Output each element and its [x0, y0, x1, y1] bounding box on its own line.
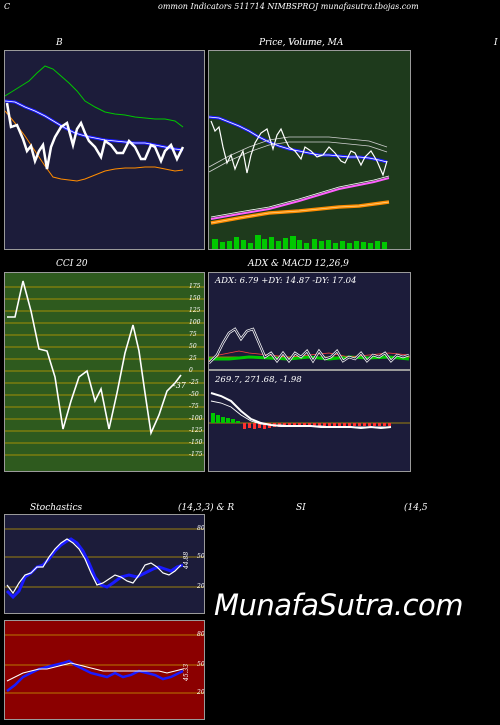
cci-tick-minus100: -100 — [189, 415, 203, 422]
stochastics-chart — [5, 528, 204, 600]
cci-last-value: -37 — [173, 381, 186, 390]
rsi-label: SI — [296, 503, 306, 513]
close-price-line — [210, 120, 388, 177]
minus-dy-line — [209, 350, 410, 362]
adx-chart — [209, 327, 410, 364]
cci-tick-150: 150 — [189, 295, 201, 302]
ma-long-highlight — [210, 201, 390, 224]
rsi-blue-line — [6, 659, 184, 692]
bb-panel-label: B — [56, 38, 63, 48]
cci-tick-125: 125 — [189, 307, 201, 314]
cci-tick-minus125: -125 — [189, 427, 203, 434]
ma-grey-lower — [209, 141, 388, 173]
macd-signal-line — [210, 400, 391, 428]
right-edge-label: I — [494, 38, 498, 48]
rsi-tick-20: 20 — [197, 689, 205, 696]
stoch-d-line — [5, 537, 184, 600]
rsi-chart — [5, 634, 204, 694]
rsi-white-line — [6, 662, 184, 682]
ma-blue-highlight — [209, 116, 388, 163]
bollinger-chart — [5, 65, 185, 182]
bb-middle-band-highlight — [5, 100, 184, 151]
stochastics-panel: 80 50 20 44.88 — [4, 514, 205, 614]
macd-positive-histogram — [211, 413, 240, 423]
page-title: ommon Indicators 511714 NIMBSPROJ munafa… — [158, 2, 419, 11]
stoch-tick-20: 20 — [197, 583, 205, 590]
ma-mid-white — [210, 175, 390, 218]
rsi-tick-50: 50 — [197, 661, 205, 668]
macd-readout: 269.7, 271.68, -1.98 — [215, 375, 302, 385]
stoch-tick-50: 50 — [197, 553, 205, 560]
cci-panel: 175 150 125 100 75 50 25 0 -25 -50 -75 -… — [4, 272, 205, 472]
cci-tick-minus25: -25 — [189, 379, 199, 386]
cci-tick-100: 100 — [189, 319, 201, 326]
bollinger-panel — [4, 50, 205, 250]
price-panel-overlay-label: Volume — [288, 38, 322, 48]
adx-line-inner — [209, 328, 410, 364]
cci-panel-label: CCI 20 — [56, 259, 88, 269]
macd-chart — [209, 392, 410, 430]
macd-panel: 269.7, 271.68, -1.98 — [208, 370, 411, 472]
price-panel-label: Price, Volume, MA — [259, 38, 344, 48]
adx-readout: ADX: 6.79 +DY: 14.87 -DY: 17.04 — [215, 276, 357, 286]
cci-line — [7, 280, 182, 436]
ma-mid-pink — [210, 177, 390, 220]
rsi-tick-80: 80 — [197, 631, 205, 638]
cci-chart — [5, 280, 204, 456]
cci-tick-175: 175 — [189, 283, 201, 290]
cci-tick-minus75: -75 — [189, 403, 199, 410]
cci-tick-minus175: -175 — [189, 451, 203, 458]
rsi-params: (14,5 — [404, 503, 428, 513]
price-volume-ma-panel — [208, 50, 411, 250]
stoch-tick-80: 80 — [197, 525, 205, 532]
cci-tick-0: 0 — [189, 367, 193, 374]
volume-bars — [212, 235, 387, 249]
stochastics-params: (14,3,3) & R — [178, 503, 235, 513]
macd-negative-histogram — [243, 423, 391, 429]
rsi-panel: 80 50 20 45.33 — [4, 620, 205, 720]
cci-tick-minus50: -50 — [189, 391, 199, 398]
stoch-k-line — [6, 538, 182, 595]
ma-grey-upper — [209, 136, 388, 168]
cci-tick-50: 50 — [189, 343, 197, 350]
stochastics-label: Stochastics — [30, 503, 83, 513]
cci-tick-minus150: -150 — [189, 439, 203, 446]
price-volume-chart — [209, 115, 390, 249]
header-left-glyph: C — [4, 2, 11, 11]
cci-tick-25: 25 — [189, 355, 197, 362]
stoch-last-value: 44.88 — [183, 551, 190, 569]
cci-gridlines — [5, 286, 204, 456]
rsi-last-value: 45.33 — [183, 663, 190, 681]
bb-close-price — [5, 102, 185, 170]
cci-tick-75: 75 — [189, 331, 197, 338]
bb-upper-band — [5, 65, 184, 128]
adx-panel: ADX: 6.79 +DY: 14.87 -DY: 17.04 — [208, 272, 411, 370]
plus-dy-line — [209, 355, 410, 361]
adx-macd-panel-label: ADX & MACD 12,26,9 — [248, 259, 349, 269]
bb-middle-band — [5, 99, 184, 152]
munafasutra-watermark: MunafaSutra.com — [214, 588, 464, 622]
